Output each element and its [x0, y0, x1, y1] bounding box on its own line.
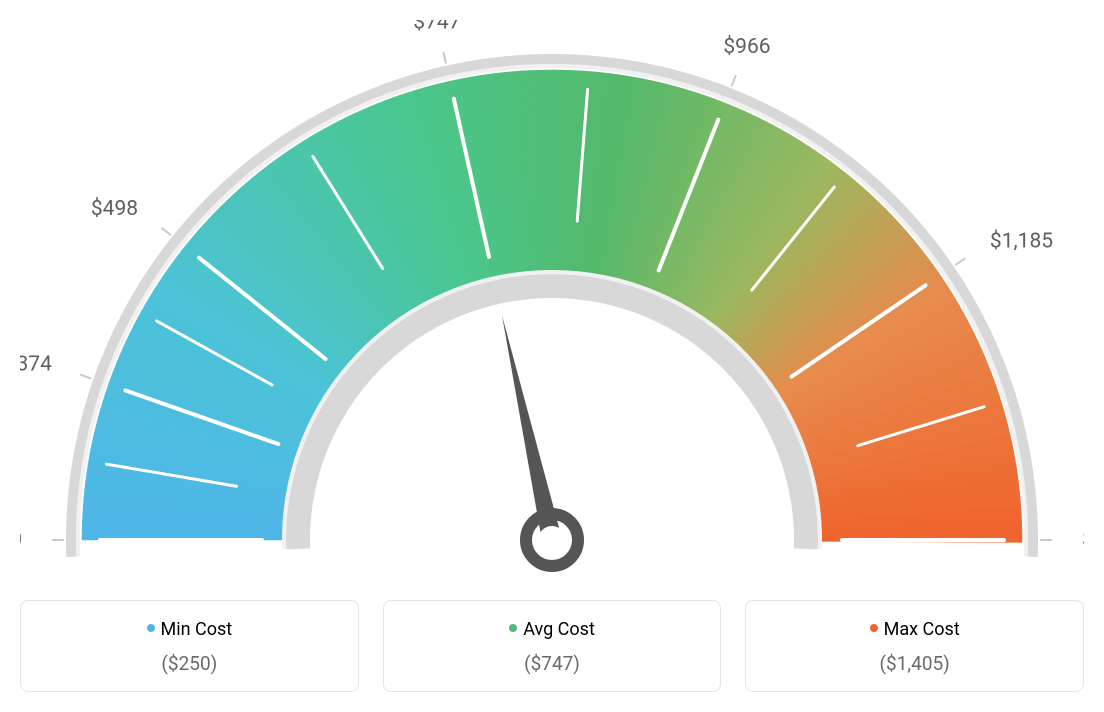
legend-card-min: Min Cost ($250) [20, 600, 359, 692]
tick-label: $498 [91, 197, 138, 221]
outer-tick [443, 52, 446, 64]
dot-icon [509, 624, 517, 632]
gauge-svg: $250 $374 $498 $747 $966 $1,185 $1,405 [20, 20, 1084, 580]
legend-title-avg: Avg Cost [394, 619, 711, 640]
legend-value-avg: ($747) [394, 652, 711, 675]
legend-title-min: Min Cost [31, 619, 348, 640]
tick-label: $747 [413, 20, 460, 35]
outer-tick [80, 375, 91, 379]
legend-title-max: Max Cost [756, 619, 1073, 640]
cost-gauge-chart: $250 $374 $498 $747 $966 $1,185 $1,405 [20, 20, 1084, 580]
dot-icon [147, 624, 155, 632]
legend-card-avg: Avg Cost ($747) [383, 600, 722, 692]
outer-tick [732, 75, 736, 86]
legend-title-text: Min Cost [161, 619, 233, 640]
tick-label: $250 [20, 528, 22, 552]
legend-row: Min Cost ($250) Avg Cost ($747) Max Cost… [20, 600, 1084, 692]
outer-tick [955, 258, 965, 265]
dot-icon [870, 624, 878, 632]
tick-label: $1,405 [1082, 528, 1084, 552]
outer-tick [162, 228, 171, 235]
legend-title-text: Max Cost [884, 619, 960, 640]
legend-card-max: Max Cost ($1,405) [745, 600, 1084, 692]
tick-label: $966 [723, 35, 770, 59]
needle-hub-hole [538, 526, 566, 554]
legend-title-text: Avg Cost [523, 619, 595, 640]
tick-label: $374 [20, 353, 52, 377]
tick-label: $1,185 [990, 229, 1053, 253]
gauge-color-band [82, 70, 1022, 542]
legend-value-min: ($250) [31, 652, 348, 675]
legend-value-max: ($1,405) [756, 652, 1073, 675]
